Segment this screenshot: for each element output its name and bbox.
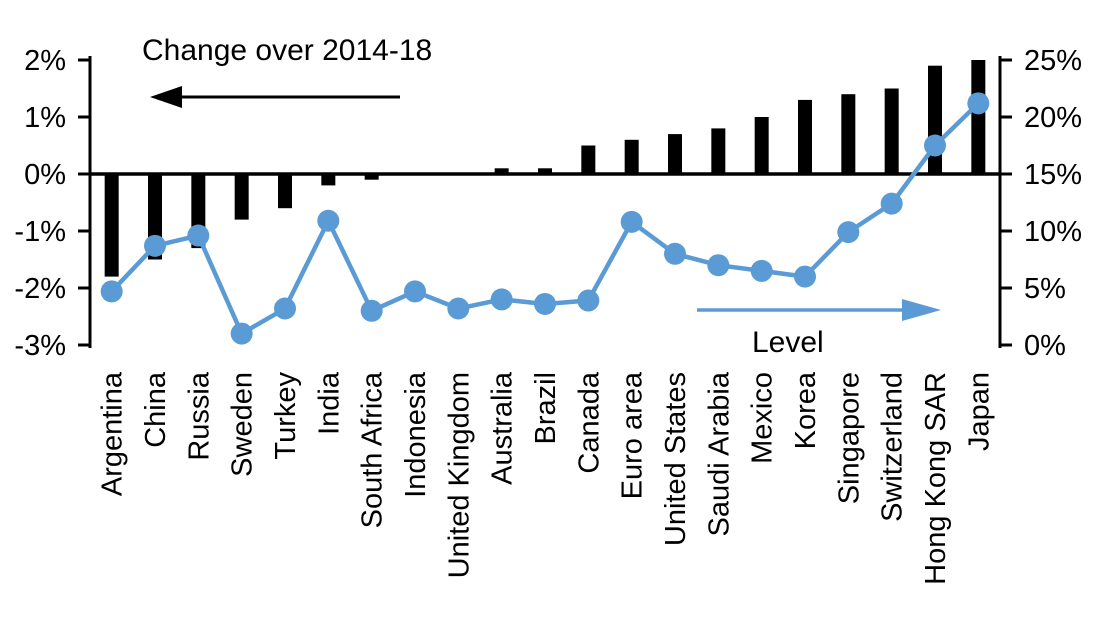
- category-label: United Kingdom: [443, 372, 475, 578]
- left-axis-tick-label: 2%: [24, 45, 66, 77]
- bar: [928, 65, 942, 174]
- right-axis-tick-label: 15%: [1024, 159, 1082, 191]
- category-label: Sweden: [227, 372, 259, 477]
- bar: [971, 60, 986, 174]
- right-axis-tick-label: 0%: [1024, 330, 1066, 362]
- left-axis-tick-label: 0%: [24, 159, 66, 191]
- category-label: Turkey: [270, 372, 302, 460]
- bar: [234, 174, 249, 220]
- bar: [841, 94, 856, 174]
- category-label: Brazil: [530, 372, 562, 445]
- category-label: United States: [660, 372, 692, 546]
- level-marker: [664, 242, 686, 265]
- left-axis-tick-label: -1%: [14, 216, 66, 248]
- category-label: China: [140, 371, 172, 448]
- level-marker: [750, 259, 773, 282]
- level-marker: [794, 265, 816, 288]
- bar: [624, 139, 639, 174]
- level-marker: [707, 254, 730, 277]
- bar: [104, 174, 119, 277]
- right-arrow-icon: [902, 299, 941, 321]
- category-label: Russia: [183, 371, 215, 461]
- level-marker: [144, 234, 166, 257]
- level-marker: [230, 322, 253, 345]
- category-label: Singapore: [833, 372, 865, 504]
- category-label: India: [313, 371, 345, 435]
- level-marker: [577, 289, 600, 312]
- left-axis-tick-label: -2%: [14, 273, 66, 305]
- change-annotation-label: Change over 2014-18: [142, 34, 433, 67]
- level-marker: [404, 280, 426, 303]
- level-marker: [837, 221, 860, 244]
- category-label: Japan: [963, 372, 995, 451]
- category-label: Saudi Arabia: [703, 371, 735, 536]
- level-marker: [274, 297, 296, 320]
- left-arrow-icon: [150, 86, 182, 108]
- category-label: South Africa: [357, 371, 389, 528]
- level-marker: [447, 297, 470, 320]
- bar: [494, 168, 509, 174]
- left-axis-tick-label: -3%: [14, 330, 66, 362]
- bar: [538, 168, 552, 174]
- left-axis-tick-label: 1%: [24, 102, 66, 134]
- category-label: Euro area: [617, 371, 649, 499]
- bar: [278, 174, 292, 209]
- level-marker: [967, 92, 990, 115]
- level-marker: [880, 192, 903, 215]
- category-label: Indonesia: [400, 371, 432, 498]
- category-label: Korea: [790, 371, 822, 449]
- bar: [798, 99, 812, 174]
- level-marker: [360, 299, 383, 322]
- level-marker: [534, 292, 556, 315]
- bar: [321, 174, 336, 186]
- bar: [668, 134, 682, 174]
- category-label: Switzerland: [877, 372, 909, 522]
- category-label: Australia: [487, 371, 519, 485]
- bar: [364, 174, 379, 180]
- level-marker: [490, 288, 513, 311]
- level-marker: [100, 280, 123, 303]
- level-annotation-label: Level: [752, 326, 824, 359]
- bar: [581, 145, 596, 174]
- bar: [884, 88, 899, 174]
- bar: [754, 117, 769, 174]
- category-label: Argentina: [97, 371, 129, 496]
- right-axis-tick-label: 20%: [1024, 102, 1082, 134]
- category-label: Hong Kong SAR: [920, 372, 952, 585]
- category-label: Mexico: [747, 372, 779, 464]
- bar: [711, 128, 726, 174]
- level-marker: [317, 209, 340, 232]
- level-marker: [620, 210, 643, 233]
- level-marker: [187, 224, 210, 247]
- right-axis-tick-label: 5%: [1024, 273, 1066, 305]
- right-axis-tick-label: 25%: [1024, 45, 1082, 77]
- right-axis-tick-label: 10%: [1024, 216, 1082, 248]
- category-label: Canada: [573, 371, 605, 473]
- level-marker: [924, 134, 946, 157]
